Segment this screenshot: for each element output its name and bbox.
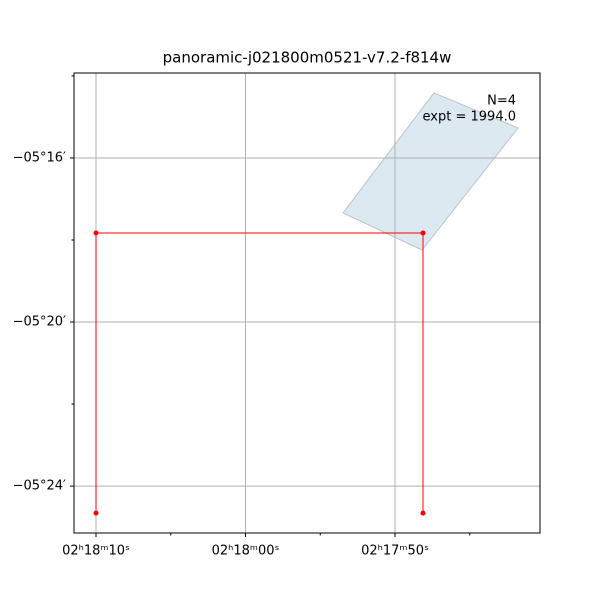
y-tick-label: −05°20′	[13, 315, 66, 330]
vertex-marker	[93, 510, 99, 516]
x-tick-label: 02ʰ17ᵐ50ˢ	[361, 544, 429, 559]
footprint-outline	[95, 232, 424, 514]
vertex-marker	[420, 510, 426, 516]
x-tick-label: 02ʰ18ᵐ00ˢ	[212, 544, 280, 559]
annotation: expt = 1994.0	[423, 110, 516, 125]
annotation: N=4	[487, 94, 516, 109]
chart-title: panoramic-j021800m0521-v7.2-f814w	[163, 49, 452, 67]
vertex-marker	[420, 230, 426, 236]
y-tick-label: −05°16′	[13, 150, 66, 165]
footprint	[342, 92, 519, 251]
vertex-marker	[93, 230, 99, 236]
y-tick-label: −05°24′	[13, 479, 66, 494]
x-tick-label: 02ʰ18ᵐ10ˢ	[62, 544, 130, 559]
plot-frame	[73, 72, 541, 534]
